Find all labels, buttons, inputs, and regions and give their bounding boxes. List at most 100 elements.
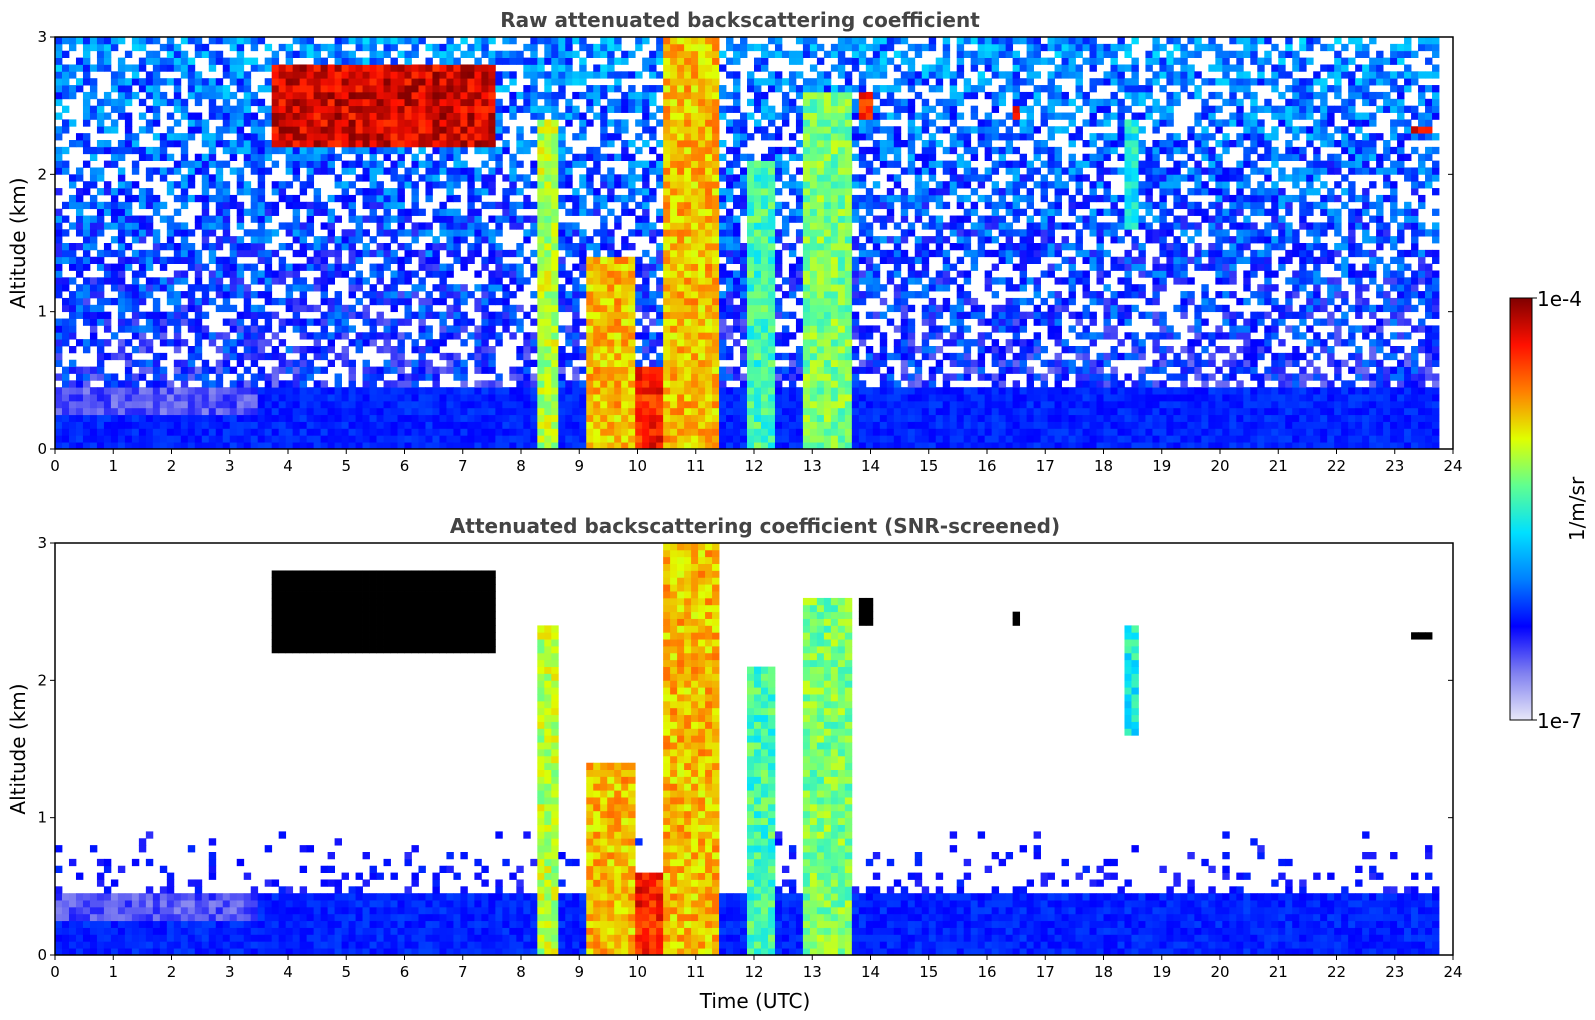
heatmap-cell [75,167,84,175]
heatmap-cell [187,407,196,416]
heatmap-cell [565,37,573,45]
heatmap-cell [173,304,182,313]
heatmap-cell [145,428,154,436]
heatmap-cell [334,112,342,120]
heatmap-cell [802,91,811,100]
heatmap-cell [75,291,84,299]
heatmap-cell [222,160,231,168]
heatmap-cell [55,71,63,79]
heatmap-cell [201,215,210,223]
heatmap-cell [537,57,545,65]
heatmap-cell [719,387,727,395]
heatmap-cell [327,98,335,107]
heatmap-cell [649,160,657,168]
heatmap-cell [194,119,203,127]
heatmap-cell [670,201,678,210]
heatmap-cell [89,181,98,189]
heatmap-cell [572,414,580,422]
heatmap-cell [677,64,685,72]
heatmap-cell [180,37,189,45]
heatmap-cell [642,229,650,237]
heatmap-cell [355,435,363,443]
heatmap-cell [215,194,224,203]
heatmap-cell [292,318,301,326]
heatmap-cell [663,291,671,299]
heatmap-cell [117,311,126,319]
heatmap-cell [131,318,140,326]
heatmap-cell [383,297,391,306]
heatmap-cell [781,387,790,395]
heatmap-cell [754,105,762,113]
heatmap-cell [201,387,210,395]
heatmap-cell [579,243,587,251]
heatmap-cell [425,229,433,237]
heatmap-cell [495,435,503,443]
heatmap-cell [530,112,538,120]
heatmap-cell [593,311,601,319]
heatmap-cell [390,126,398,134]
heatmap-cell [565,160,573,168]
heatmap-cell [425,57,433,65]
heatmap-cell [537,105,545,113]
heatmap-cell [495,243,503,251]
heatmap-cell [96,297,105,306]
heatmap-cell [411,442,419,450]
heatmap-cell [460,78,468,86]
heatmap-cell [222,37,231,45]
heatmap-cell [180,442,189,450]
heatmap-cell [802,311,811,319]
heatmap-cell [418,277,426,285]
heatmap-cell [537,332,545,340]
heatmap-cell [173,78,182,86]
heatmap-cell [474,222,482,230]
heatmap-cell [467,332,475,340]
heatmap-cell [229,243,238,251]
heatmap-cell [425,428,433,436]
heatmap-cell [348,284,356,292]
heatmap-cell [656,256,664,264]
heatmap-cell [565,50,573,58]
heatmap-cell [159,43,168,52]
heatmap-cell [404,37,412,45]
heatmap-cell [82,229,91,237]
heatmap-cell [670,277,678,285]
heatmap-cell [691,85,699,93]
heatmap-cell [404,112,412,120]
heatmap-cell [75,57,84,65]
heatmap-cell [55,57,63,65]
heatmap-cell [306,208,315,216]
heatmap-cell [418,174,426,182]
heatmap-cell [719,263,727,271]
heatmap-cell [767,146,776,155]
heatmap-cell [145,284,154,292]
heatmap-cell [327,400,335,409]
heatmap-cell [320,91,329,100]
heatmap-cell [502,263,510,271]
heatmap-cell [474,57,482,65]
heatmap-cell [439,43,447,52]
heatmap-cell [243,249,252,258]
heatmap-cell [397,181,405,189]
heatmap-cell [677,119,685,127]
heatmap-cell [684,414,692,422]
heatmap-cell [726,332,734,340]
heatmap-cell [767,346,776,354]
heatmap-cell [320,160,329,168]
heatmap-cell [488,394,496,402]
heatmap-cell [89,78,98,86]
heatmap-cell [781,167,790,175]
heatmap-cell [250,435,259,443]
heatmap-cell [691,140,699,148]
heatmap-cell [537,304,545,313]
heatmap-cell [558,284,566,292]
heatmap-cell [628,325,636,333]
heatmap-cell [327,153,335,161]
heatmap-cell [600,352,608,361]
heatmap-cell [439,91,447,100]
heatmap-cell [222,126,231,134]
heatmap-cell [229,407,238,416]
heatmap-cell [593,167,601,175]
heatmap-cell [684,366,692,374]
heatmap-cell [117,249,126,258]
heatmap-cell [152,318,161,326]
